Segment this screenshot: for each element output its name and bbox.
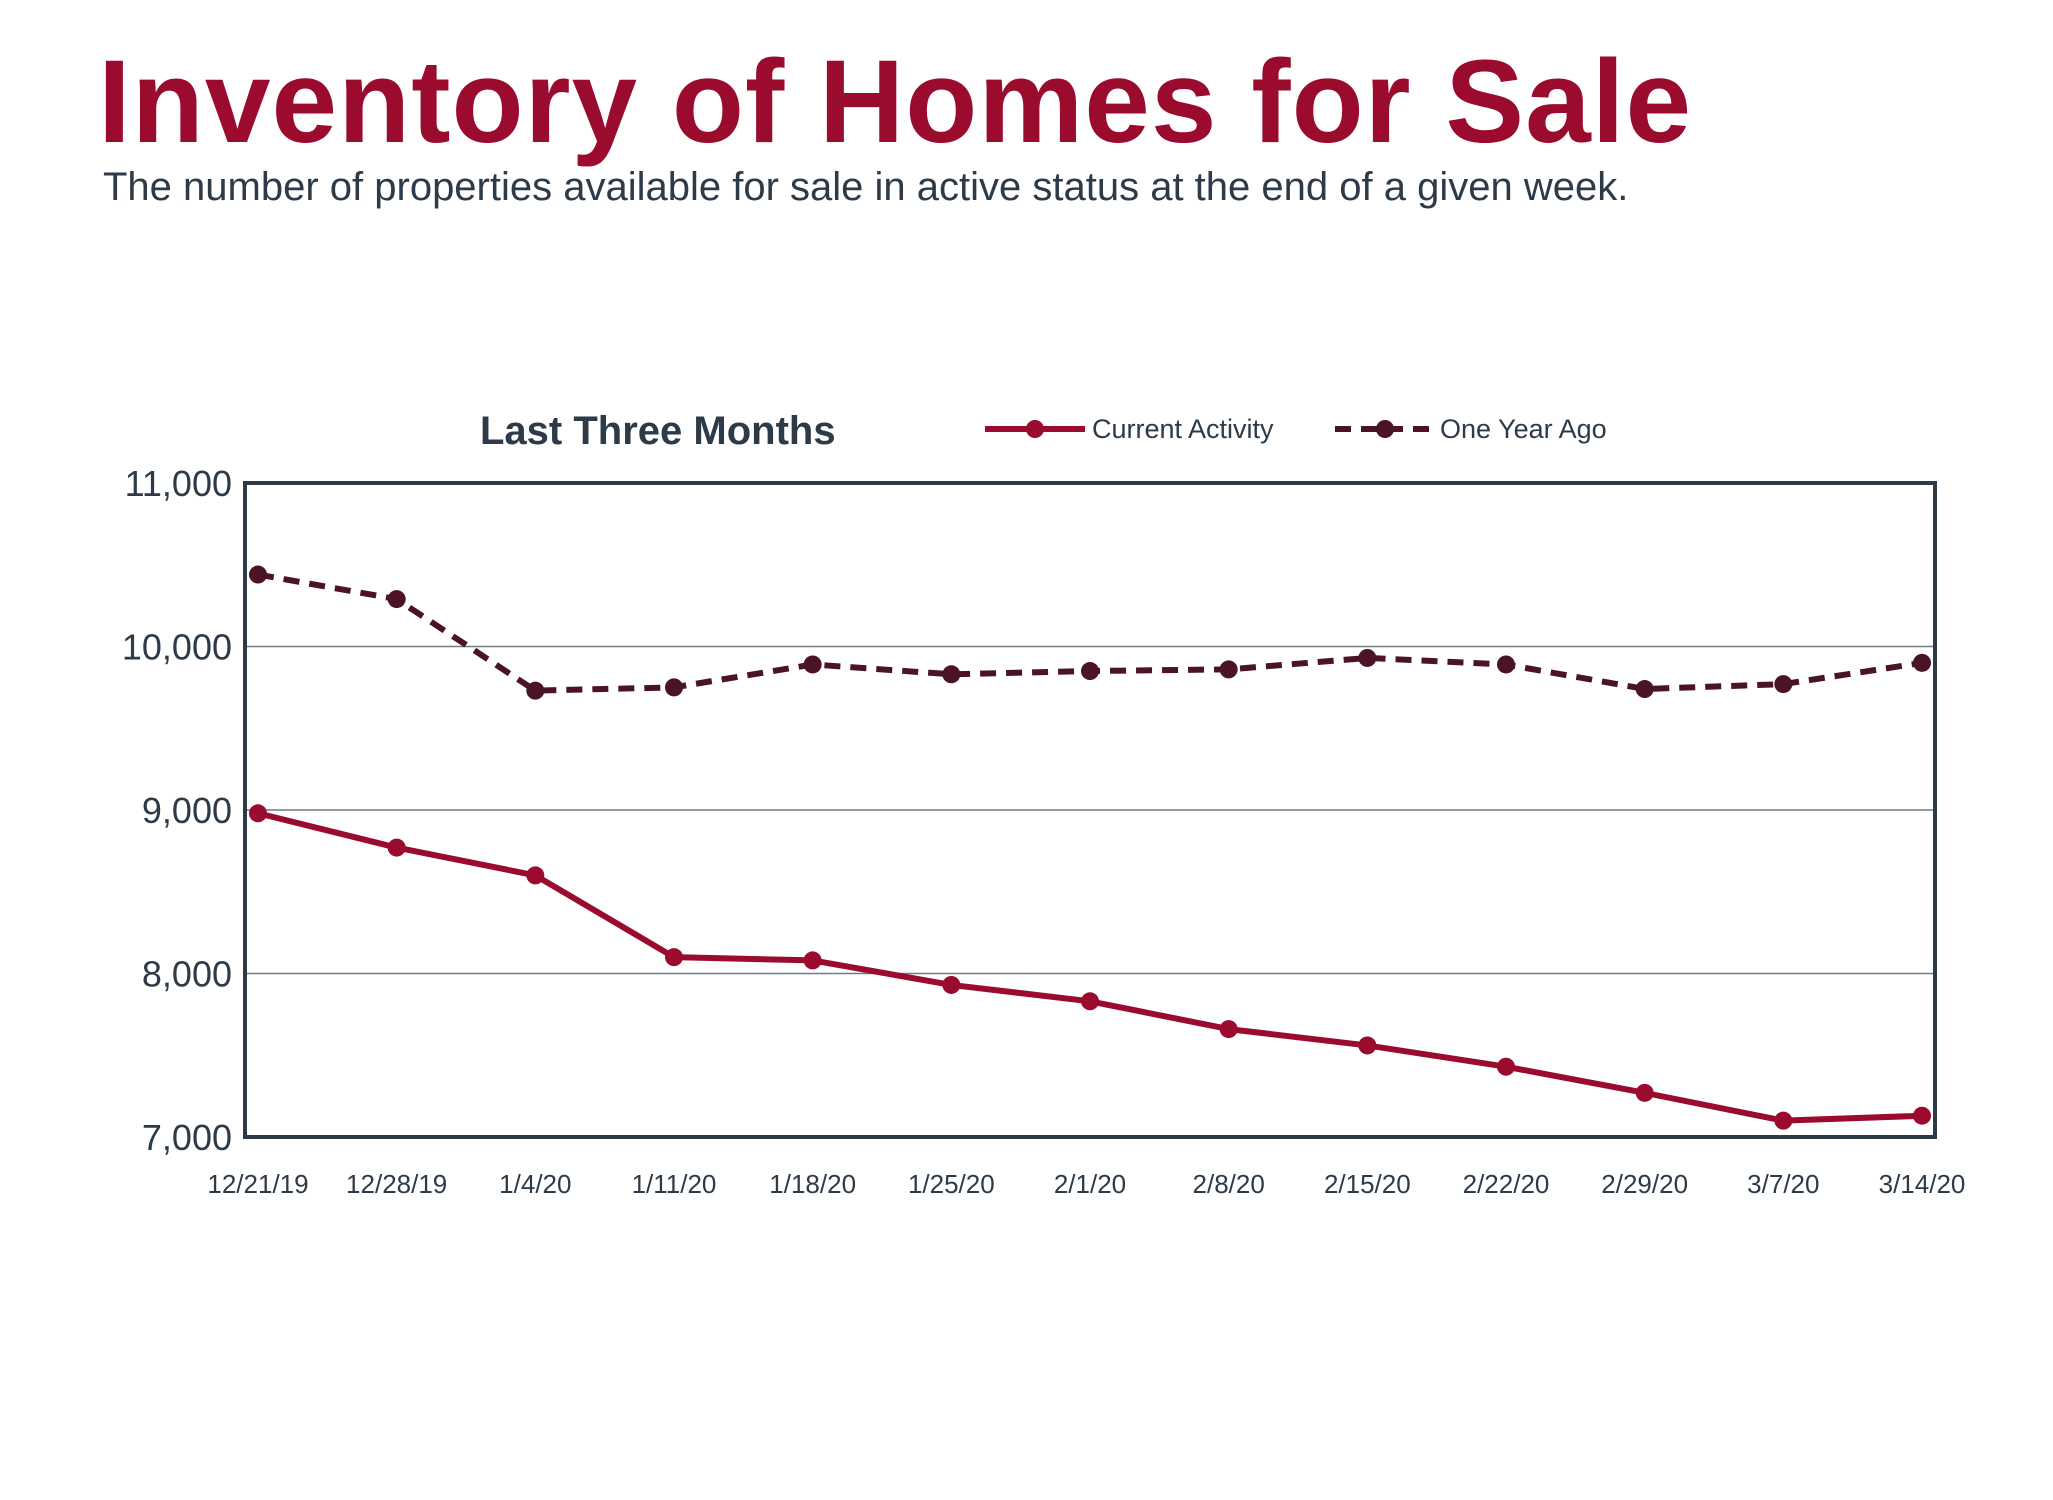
x-tick-label: 2/29/20: [1601, 1169, 1688, 1199]
data-point-one-year-ago: [1081, 662, 1099, 681]
x-tick-label: 2/1/20: [1054, 1169, 1126, 1199]
page-subtitle: The number of properties available for s…: [103, 165, 1629, 209]
x-tick-label: 1/25/20: [908, 1169, 995, 1199]
legend-label-current-activity: Current Activity: [1092, 414, 1274, 444]
data-point-one-year-ago: [1219, 660, 1238, 679]
data-point-one-year-ago: [1774, 675, 1793, 694]
data-point-one-year-ago: [1913, 653, 1931, 672]
page-title: Inventory of Homes for Sale: [98, 36, 1693, 168]
data-point-current-activity: [1913, 1106, 1931, 1125]
x-tick-label: 2/22/20: [1463, 1169, 1550, 1199]
data-point-one-year-ago: [1358, 648, 1377, 667]
y-tick-label: 9,000: [142, 790, 232, 831]
x-tick-label: 2/15/20: [1324, 1169, 1411, 1199]
plot-frame: [243, 481, 1937, 1139]
data-point-current-activity: [1774, 1111, 1793, 1130]
data-point-current-activity: [803, 951, 822, 970]
y-tick-label: 7,000: [142, 1117, 232, 1158]
x-tick-label: 1/18/20: [769, 1169, 856, 1199]
data-point-one-year-ago: [1635, 680, 1654, 699]
data-point-current-activity: [1219, 1020, 1238, 1039]
series: [249, 565, 1931, 1130]
data-point-one-year-ago: [526, 681, 545, 700]
data-point-one-year-ago: [1497, 655, 1515, 674]
data-point-current-activity: [387, 838, 406, 857]
data-point-one-year-ago: [387, 590, 406, 609]
gridlines: [245, 645, 1935, 975]
data-point-current-activity: [1497, 1057, 1515, 1076]
legend-marker-one-year-ago: [1376, 420, 1394, 438]
series-line-current-activity: [257, 810, 1923, 1124]
x-tick-label: 1/11/20: [632, 1169, 717, 1199]
y-tick-label: 10,000: [122, 627, 232, 668]
x-tick-label: 1/4/20: [499, 1169, 571, 1199]
data-point-current-activity: [249, 804, 267, 823]
data-point-current-activity: [1081, 992, 1099, 1011]
data-point-current-activity: [1635, 1083, 1654, 1102]
y-tick-label: 8,000: [142, 954, 232, 995]
chart-title: Last Three Months: [480, 409, 836, 453]
x-tick-label: 3/14/20: [1879, 1169, 1966, 1199]
x-tick-label: 12/21/19: [207, 1169, 308, 1199]
data-point-one-year-ago: [249, 565, 267, 584]
x-tick-label: 2/8/20: [1193, 1169, 1265, 1199]
x-axis: 12/21/19 12/28/19 1/4/20 1/11/20 1/18/20 1/25…: [207, 1169, 1965, 1199]
data-point-current-activity: [942, 975, 961, 994]
x-tick-label: 3/7/20: [1747, 1169, 1819, 1199]
data-point-current-activity: [526, 866, 545, 885]
data-point-one-year-ago: [942, 665, 961, 684]
legend-label-one-year-ago: One Year Ago: [1440, 414, 1607, 444]
y-tick-label: 11,000: [125, 463, 232, 504]
y-axis: 7,000 8,000 9,000 10,000 11,000: [122, 463, 232, 1158]
data-point-current-activity: [1358, 1036, 1377, 1055]
data-point-current-activity: [665, 948, 683, 967]
legend-marker-current-activity: [1026, 420, 1044, 438]
data-point-one-year-ago: [803, 655, 822, 674]
legend: Current Activity One Year Ago: [985, 414, 1607, 444]
data-point-one-year-ago: [665, 678, 683, 697]
x-tick-label: 12/28/19: [346, 1169, 447, 1199]
